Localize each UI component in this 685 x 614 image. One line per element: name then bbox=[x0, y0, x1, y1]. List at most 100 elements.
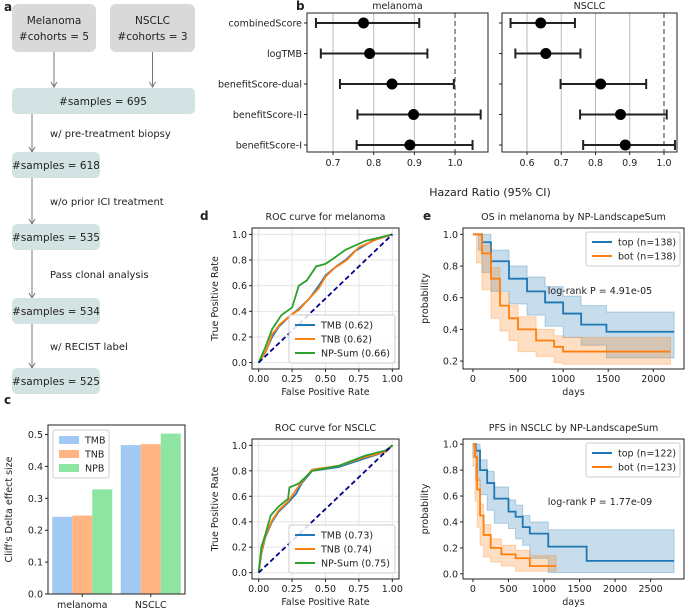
x-tick-label: 0 bbox=[470, 584, 476, 595]
roc-line-TNB bbox=[257, 233, 393, 364]
legend-label: TMB (0.62) bbox=[320, 321, 373, 332]
chance-line bbox=[258, 233, 393, 364]
roc-line-NP-Sum bbox=[257, 444, 393, 573]
legend-label: TMB bbox=[84, 436, 106, 447]
hazard-ratio-point bbox=[540, 48, 552, 59]
bar-TMB-melanoma bbox=[52, 516, 73, 594]
legend bbox=[585, 231, 681, 267]
y-axis-label: True Positive Rate bbox=[210, 467, 221, 553]
arrow-head-icon bbox=[149, 81, 156, 88]
chart-title: ROC curve for NSCLC bbox=[275, 423, 377, 434]
x-tick-label: 2000 bbox=[641, 374, 665, 385]
cohort-name: NSCLC bbox=[135, 15, 170, 27]
filter-label: w/ pre-treatment biopsy bbox=[50, 129, 171, 140]
y-axis-label: Cliff's Delta effect size bbox=[4, 456, 15, 562]
hazard-ratio-point bbox=[358, 17, 370, 29]
y-tick-label: 0.6 bbox=[232, 281, 247, 292]
y-tick-label: 0.2 bbox=[443, 357, 458, 368]
x-tick-label: 0.00 bbox=[248, 584, 269, 595]
y-tick-label: benefitScore-dual bbox=[218, 80, 302, 91]
legend-label: top (n=122) bbox=[618, 449, 676, 460]
x-tick-label: melanoma bbox=[57, 600, 107, 611]
x-axis-label: days bbox=[562, 387, 584, 398]
km-curve-bot bbox=[472, 443, 557, 567]
y-tick-label: 0.2 bbox=[232, 543, 247, 554]
km-axes-frame bbox=[462, 438, 685, 580]
legend-label: TNB bbox=[84, 450, 104, 461]
y-tick-label: 0.4 bbox=[28, 462, 43, 473]
x-tick-label: 2500 bbox=[639, 584, 663, 595]
hazard-ratio-point bbox=[614, 109, 626, 120]
sample-count-box bbox=[12, 152, 100, 178]
legend-label: NP-Sum (0.66) bbox=[321, 349, 390, 360]
panel-label-b: b bbox=[296, 0, 305, 13]
hazard-ratio-point bbox=[404, 139, 416, 151]
legend-label: bot (n=123) bbox=[618, 463, 676, 474]
bar-TNB-NSCLC bbox=[140, 444, 161, 594]
y-tick-label: 0.0 bbox=[232, 568, 247, 579]
sample-count-box bbox=[12, 368, 100, 394]
y-tick-label: combinedScore bbox=[229, 19, 303, 30]
y-tick-label: 0.4 bbox=[232, 517, 247, 528]
chance-line bbox=[258, 444, 393, 574]
legend-label: NPB bbox=[85, 464, 104, 475]
y-tick-label: 0.8 bbox=[443, 466, 458, 477]
hazard-ratio-point bbox=[386, 78, 398, 90]
cohort-count: #cohorts = 3 bbox=[117, 31, 187, 43]
hazard-ratio-point bbox=[408, 109, 420, 120]
x-tick-label: 0.8 bbox=[588, 158, 603, 169]
legend bbox=[585, 442, 681, 478]
y-tick-label: 0.8 bbox=[232, 256, 247, 267]
panel-label-c: c bbox=[4, 393, 11, 407]
hazard-ratio-point bbox=[619, 139, 631, 151]
roc-axes-frame bbox=[251, 227, 400, 370]
x-tick-label: 0.6 bbox=[519, 158, 534, 169]
y-tick-label: 1.0 bbox=[232, 441, 247, 452]
x-tick-label: 0.75 bbox=[348, 584, 369, 595]
sample-count-box bbox=[12, 88, 195, 114]
x-tick-label: 0.75 bbox=[348, 374, 369, 385]
bar-TNB-melanoma bbox=[72, 515, 93, 594]
sample-count: #samples = 618 bbox=[12, 160, 100, 172]
forest-axes-frame bbox=[501, 12, 678, 153]
y-tick-label: 0.4 bbox=[443, 517, 458, 528]
chart-title: melanoma bbox=[372, 1, 422, 12]
legend-swatch bbox=[59, 436, 79, 444]
panel-label-d: d bbox=[200, 209, 209, 223]
y-tick-label: 0.6 bbox=[443, 492, 458, 503]
sample-count: #samples = 535 bbox=[12, 232, 100, 244]
y-tick-label: 1.0 bbox=[232, 230, 247, 241]
y-tick-label: 0.6 bbox=[443, 293, 458, 304]
sample-count: #samples = 525 bbox=[12, 376, 100, 388]
log-rank-annotation: log-rank P = 4.91e-05 bbox=[548, 286, 652, 297]
x-tick-label: 0.25 bbox=[282, 584, 303, 595]
x-tick-label: NSCLC bbox=[135, 600, 167, 611]
forest-axes-frame bbox=[306, 12, 489, 153]
filter-label: w/o prior ICI treatment bbox=[50, 197, 164, 208]
legend-swatch bbox=[59, 464, 79, 472]
ci-band-top bbox=[472, 233, 675, 359]
roc-axes-frame bbox=[251, 438, 400, 580]
x-tick-label: 0.7 bbox=[325, 158, 340, 169]
x-tick-label: 0.50 bbox=[315, 584, 336, 595]
y-tick-label: 0.4 bbox=[443, 325, 458, 336]
hazard-ratio-point bbox=[535, 17, 547, 29]
cohort-name: Melanoma bbox=[27, 15, 82, 27]
x-tick-label: 1.00 bbox=[382, 584, 403, 595]
y-tick-label: 0.3 bbox=[28, 494, 43, 505]
x-tick-label: 1000 bbox=[551, 374, 575, 385]
y-tick-label: 0.8 bbox=[443, 262, 458, 273]
y-tick-label: 0.0 bbox=[443, 569, 458, 580]
y-tick-label: 0.2 bbox=[28, 526, 43, 537]
y-tick-label: 0.0 bbox=[232, 358, 247, 369]
y-axis-label: True Positive Rate bbox=[210, 256, 221, 342]
y-tick-label: 0.2 bbox=[443, 543, 458, 554]
x-tick-label: 500 bbox=[509, 374, 527, 385]
legend-swatch bbox=[59, 450, 79, 458]
x-axis-label: False Positive Rate bbox=[281, 387, 369, 398]
km-curve-bot bbox=[472, 233, 671, 353]
chart-title: OS in melanoma by NP-LandscapeSum bbox=[481, 212, 666, 223]
filter-label: w/ RECIST label bbox=[50, 342, 128, 353]
x-tick-label: 0.8 bbox=[366, 158, 381, 169]
